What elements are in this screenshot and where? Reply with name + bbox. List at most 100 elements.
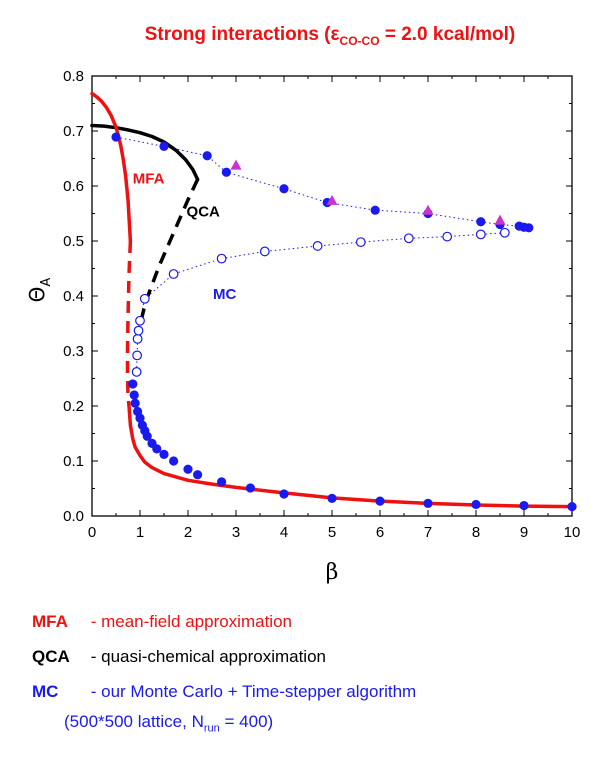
mc-unstable-point (259, 246, 270, 257)
y-tick-label: 0.3 (63, 343, 84, 360)
mc-lower-point (471, 499, 481, 510)
mc-unstable-point (403, 233, 414, 244)
legend-note: (500*500 lattice, Nrun = 400) (64, 712, 273, 734)
mc-unstable-point (132, 334, 143, 344)
mc-unstable-point (475, 229, 486, 240)
mc-lower-point (129, 390, 139, 400)
y-tick-label: 0.2 (63, 398, 84, 415)
mc-triangle-point (422, 204, 434, 215)
mc-unstable-point (131, 367, 142, 377)
x-tick-label: 1 (136, 524, 144, 541)
mfa-unstable-line (125, 240, 133, 407)
mc-lower-point (142, 431, 152, 441)
y-tick-label: 0.1 (63, 453, 84, 470)
x-tick-label: 6 (376, 524, 384, 541)
mc-unstable-point (135, 315, 145, 326)
mc-upper-point (111, 132, 121, 142)
mc-unstable-dotted-line (136, 232, 505, 372)
mc-unstable-point (499, 227, 510, 238)
curve-label-qca: QCA (187, 203, 221, 220)
x-tick-label: 4 (280, 524, 288, 541)
legend-item-qca: QCA - quasi-chemical approximation (32, 647, 326, 667)
mc-unstable-point (355, 237, 366, 248)
legend-sep: - (86, 647, 102, 666)
legend-sep: - (86, 612, 102, 631)
x-tick-label: 7 (424, 524, 432, 541)
y-axis-label: ΘA (25, 278, 54, 303)
mc-unstable-point (132, 350, 143, 361)
legend-note-prefix: (500*500 lattice, N (64, 712, 204, 731)
y-tick-label: 0.8 (63, 68, 84, 85)
qca-unstable-line (138, 178, 200, 327)
mc-lower-point (159, 449, 169, 459)
mc-triangle-point (326, 194, 338, 205)
mc-lower-point (423, 498, 433, 508)
y-tick-label: 0.5 (63, 233, 84, 250)
x-tick-label: 5 (328, 524, 336, 541)
legend-text: quasi-chemical approximation (101, 647, 326, 666)
svg-text:ΘA: ΘA (25, 278, 54, 303)
mc-lower-point (193, 470, 203, 480)
legend-item-mc: MC - our Monte Carlo + Time-stepper algo… (32, 682, 416, 702)
chart-title: Strong interactions (εCO-CO = 2.0 kcal/m… (145, 24, 516, 48)
legend-note-suffix: = 400) (219, 712, 274, 731)
mc-lower-point (327, 493, 337, 503)
title-epsilon: ε (331, 24, 340, 45)
legend-abbr: QCA (32, 647, 70, 666)
mc-unstable-point (133, 325, 144, 336)
mc-triangle-point (494, 214, 506, 225)
qca-stable-line (90, 123, 200, 182)
x-tick-label: 8 (472, 524, 480, 541)
mc-lower-point (169, 456, 179, 466)
mc-upper-point (202, 151, 212, 161)
curve-label-mc: MC (213, 286, 236, 303)
mc-upper-point (221, 167, 231, 177)
mc-upper-point (279, 184, 289, 194)
mc-unstable-point (312, 241, 323, 251)
mc-lower-point (375, 496, 385, 506)
legend-abbr: MFA (32, 612, 68, 631)
title-subscript: CO-CO (340, 34, 380, 48)
legend-item-mfa: MFA - mean-field approximation (32, 612, 292, 632)
mc-lower-point (152, 444, 162, 454)
x-tick-label: 0 (88, 524, 96, 541)
legend-text: mean-field approximation (101, 612, 292, 631)
title-prefix: Strong interactions ( (145, 24, 331, 45)
mc-lower-point (217, 477, 227, 487)
mc-unstable-point (168, 269, 179, 279)
x-tick-label: 2 (184, 524, 192, 541)
curve-label-mfa: MFA (133, 170, 165, 187)
mc-lower-point (245, 483, 255, 493)
chart: Strong interactions (εCO-CO = 2.0 kcal/m… (25, 24, 580, 585)
x-tick-label: 3 (232, 524, 240, 541)
y-axis-label-main: Θ (25, 287, 49, 303)
x-tick-label: 9 (520, 524, 528, 541)
mc-lower-point (279, 489, 289, 499)
legend-text: our Monte Carlo + Time-stepper algorithm (101, 682, 417, 701)
mc-triangle-point (230, 159, 242, 170)
y-tick-label: 0.6 (63, 178, 84, 195)
y-axis-label-subscript: A (39, 278, 54, 287)
legend-abbr: MC (32, 682, 59, 701)
mc-unstable-point (139, 293, 150, 304)
mc-lower-point (183, 464, 193, 474)
y-tick-label: 0.7 (63, 123, 84, 140)
mfa-stable-upper-line (90, 91, 133, 243)
title-suffix: = 2.0 kcal/mol) (380, 24, 516, 45)
y-tick-label: 0.4 (63, 288, 84, 305)
mc-upper-point (524, 223, 534, 233)
mc-upper-point (159, 141, 169, 151)
mc-lower-point (135, 413, 145, 423)
mc-unstable-point (442, 231, 453, 242)
mfa-stable-lower-line (127, 404, 574, 509)
mc-lower-point (128, 379, 138, 389)
mc-lower-point (130, 398, 140, 408)
mc-unstable-point (216, 253, 227, 264)
mc-upper-point (476, 217, 486, 227)
x-tick-label: 10 (564, 524, 581, 541)
mc-upper-point (370, 205, 380, 215)
axis-ticks: 0 1 2 3 4 5 6 7 8 9 10 0.0 0.1 0.2 0.3 0.4 0.5 0.6 0.7 0.8 (63, 68, 580, 541)
mc-lower-point (519, 500, 529, 511)
plot-area: MFA QCA MC (90, 91, 577, 512)
y-tick-label: 0.0 (63, 508, 84, 525)
